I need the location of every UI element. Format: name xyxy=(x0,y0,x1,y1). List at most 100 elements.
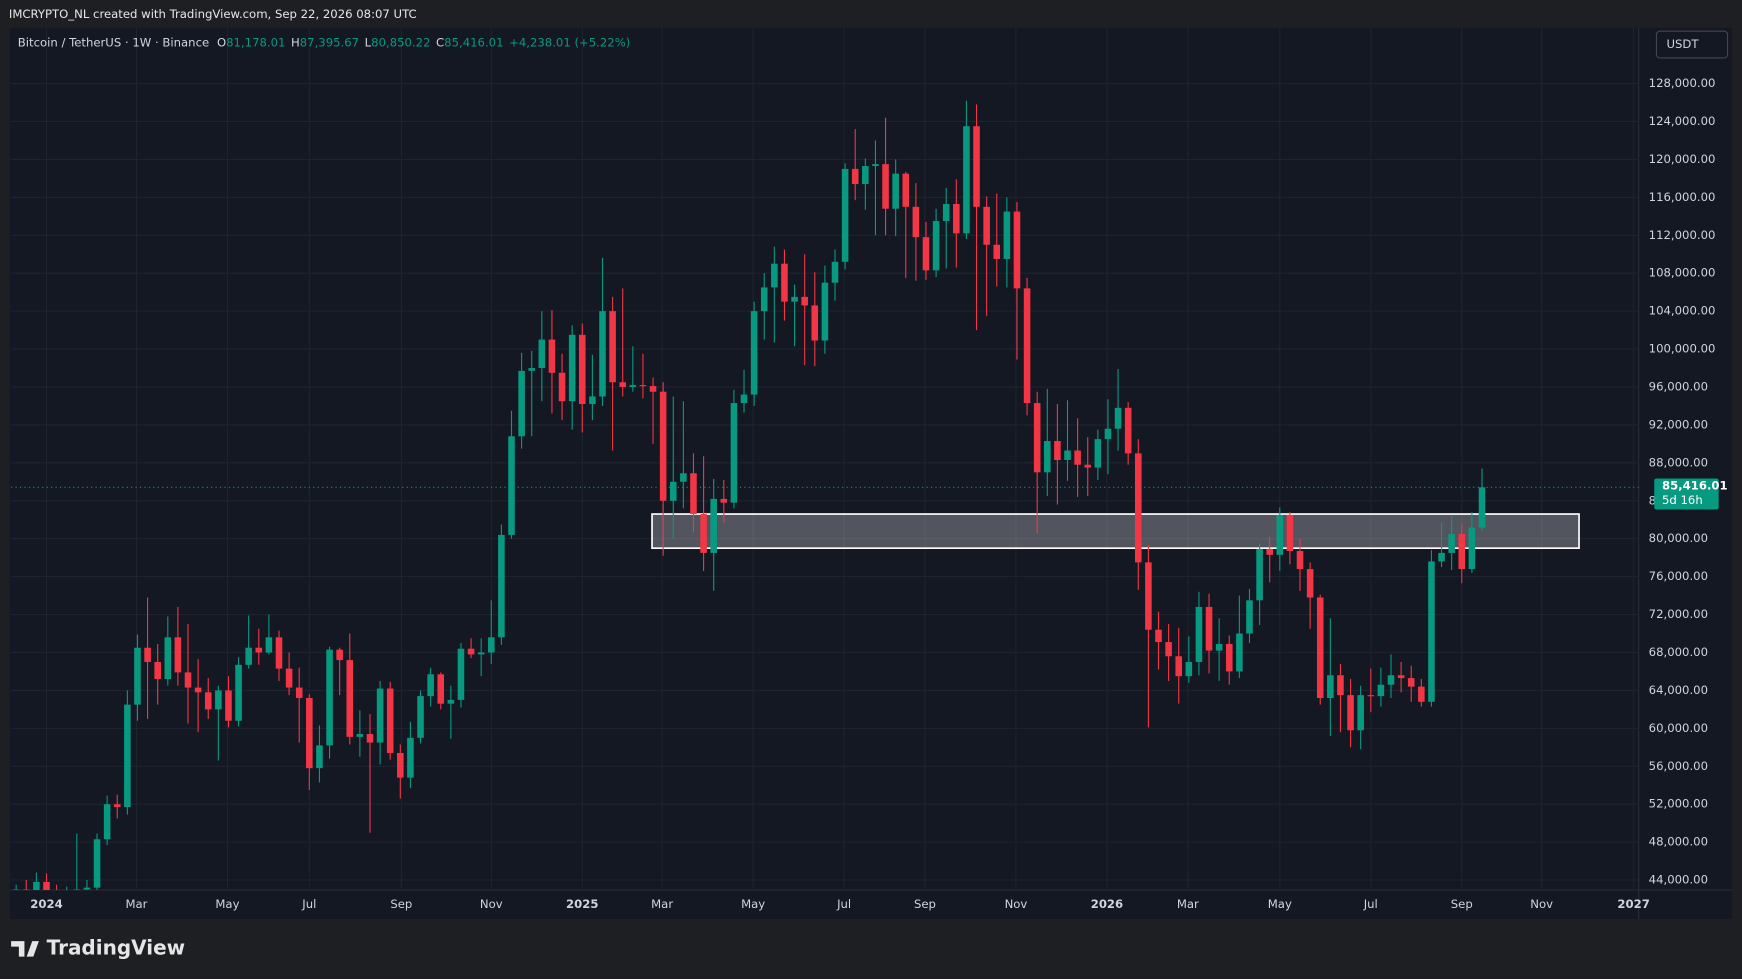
candle-body xyxy=(1134,453,1142,563)
candle-body xyxy=(942,203,950,222)
y-tick-label: 80,000.00 xyxy=(1649,531,1708,545)
candle-body xyxy=(669,481,677,501)
candle-body xyxy=(1094,439,1102,468)
candle-body xyxy=(12,889,20,891)
candle-body xyxy=(144,647,151,662)
x-tick-label: Sep xyxy=(390,897,412,911)
currency[interactable]: USDT xyxy=(1666,37,1699,51)
candle-body xyxy=(1124,407,1132,454)
candle-body xyxy=(1478,487,1486,528)
candle-body xyxy=(467,648,475,655)
candle-body xyxy=(882,164,889,209)
candle-body xyxy=(659,391,667,501)
candle-body xyxy=(1438,552,1445,562)
candle-body xyxy=(548,339,556,373)
candle-body xyxy=(1387,675,1395,685)
candle-body xyxy=(730,403,738,503)
candle-body xyxy=(154,661,161,680)
y-tick-label: 116,000.00 xyxy=(1649,190,1716,204)
candle-body xyxy=(447,699,455,704)
candle-body xyxy=(1185,661,1193,677)
candle-body xyxy=(750,311,758,395)
x-tick-label: Jul xyxy=(1363,897,1378,911)
candle-body xyxy=(113,804,121,808)
candle-body xyxy=(1114,407,1122,429)
candle-body xyxy=(831,261,839,283)
candle-body xyxy=(397,752,404,778)
candle-body xyxy=(1428,561,1435,702)
candle-body xyxy=(103,804,111,840)
candle-body xyxy=(386,688,394,753)
x-tick-label: May xyxy=(741,897,765,911)
candle-body xyxy=(720,498,728,503)
x-tick-label: Mar xyxy=(651,897,673,911)
candle-body xyxy=(275,637,283,669)
candle-body xyxy=(801,296,808,306)
candle-body xyxy=(973,126,980,207)
candle-body xyxy=(93,839,101,888)
candle-body xyxy=(73,889,81,891)
candle-body xyxy=(1175,656,1182,677)
y-tick-label: 68,000.00 xyxy=(1649,645,1708,659)
y-tick-label: 124,000.00 xyxy=(1649,114,1716,128)
last-price-label: 85,416.01 xyxy=(1662,479,1728,493)
candle-body xyxy=(1458,533,1466,570)
candle-body xyxy=(1397,675,1405,679)
change: +4,238.01 (+5.22%) xyxy=(509,35,630,49)
candle-body xyxy=(841,168,849,262)
candle-body xyxy=(265,637,273,653)
y-tick-label: 92,000.00 xyxy=(1649,417,1708,431)
x-tick-label: Jul xyxy=(301,897,316,911)
candle-body xyxy=(690,473,697,515)
x-tick-label: Nov xyxy=(1005,897,1028,911)
candle-body xyxy=(680,473,687,482)
symbol: Bitcoin / TetherUS · 1W · Binance xyxy=(18,35,209,49)
candle-body xyxy=(255,647,263,653)
legend-value: 80,850.22 xyxy=(371,35,430,49)
candle-body xyxy=(892,173,899,209)
candle-body xyxy=(1468,527,1476,570)
candle-body xyxy=(215,690,222,710)
candle-body xyxy=(963,126,970,234)
candle-body xyxy=(1246,600,1253,634)
candle-body xyxy=(1195,606,1203,662)
candle-body xyxy=(407,737,414,778)
candle-body xyxy=(417,696,424,738)
y-tick-label: 120,000.00 xyxy=(1649,152,1716,166)
candle-body xyxy=(558,372,566,402)
legend-value: 81,178.01 xyxy=(226,35,285,49)
candle-body xyxy=(488,637,495,653)
candle-body xyxy=(174,637,182,673)
candle-body xyxy=(953,203,960,234)
y-tick-label: 60,000.00 xyxy=(1649,721,1708,735)
legend-key: C xyxy=(436,35,444,49)
y-tick-label: 104,000.00 xyxy=(1649,304,1716,318)
candle-body xyxy=(1407,678,1415,687)
candle-body xyxy=(599,311,606,397)
x-tick-label: Sep xyxy=(1451,897,1473,911)
candle-body xyxy=(326,649,333,746)
candle-body xyxy=(1357,695,1364,731)
legend-key: L xyxy=(365,35,372,49)
plot xyxy=(11,100,1639,891)
candle-body xyxy=(1205,606,1213,651)
candle-body xyxy=(83,887,91,890)
y-tick-label: 128,000.00 xyxy=(1649,76,1716,90)
y-tick-label: 52,000.00 xyxy=(1649,797,1708,811)
candle-body xyxy=(821,282,829,341)
candle-body xyxy=(1013,211,1021,289)
candle-body xyxy=(872,164,879,167)
candle-body xyxy=(1377,684,1385,697)
candle-body xyxy=(134,647,141,705)
candle-body xyxy=(1044,441,1051,473)
legend-key: H xyxy=(291,35,300,49)
candle-body xyxy=(1064,450,1071,460)
candle-body xyxy=(1054,441,1061,460)
x-tick-label: Nov xyxy=(1530,897,1553,911)
credit: IMCRYPTO_NL created with TradingView.com… xyxy=(9,7,417,21)
currency-box[interactable] xyxy=(1655,30,1729,59)
legend: Bitcoin / TetherUS · 1W · Binance O81,178… xyxy=(18,35,631,49)
x-tick-label: 2024 xyxy=(30,897,62,911)
candle-body xyxy=(43,881,50,891)
candle-body xyxy=(1225,643,1233,672)
